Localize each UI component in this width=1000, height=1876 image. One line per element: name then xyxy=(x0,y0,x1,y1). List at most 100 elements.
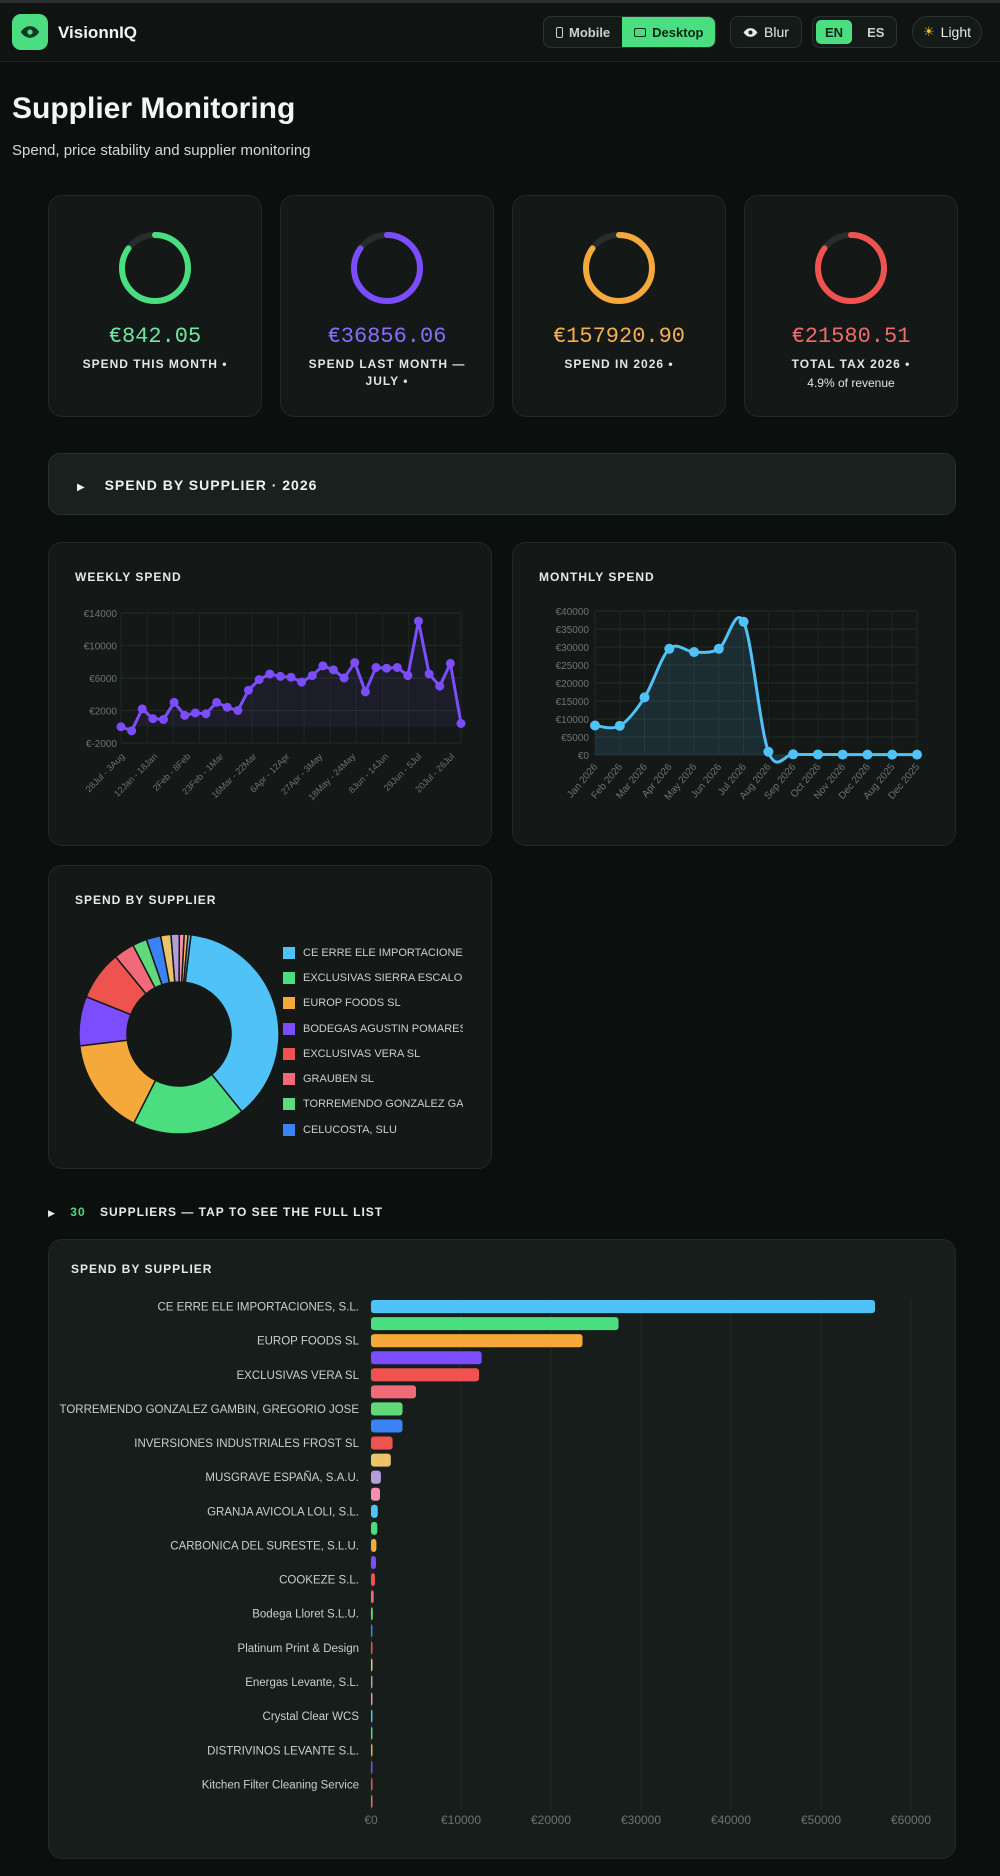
legend-item[interactable]: TORREMENDO GONZALEZ GAMBIN xyxy=(283,1092,463,1117)
supplier-donut-card: SPEND BY SUPPLIER CE ERRE ELE IMPORTACIO… xyxy=(48,865,492,1169)
bar xyxy=(371,1726,373,1740)
data-point xyxy=(137,704,147,714)
y-tick-label: €25000 xyxy=(556,661,590,672)
bar-label: EUROP FOODS SL xyxy=(257,1336,360,1348)
spend-by-supplier-collapse[interactable]: ▶ SPEND BY SUPPLIER · 2026 xyxy=(48,453,956,515)
top-bar: VisionnIQ Mobile Desktop Blur EN ES ☀ Li… xyxy=(0,0,1000,62)
data-point xyxy=(254,675,264,685)
y-tick-label: €30000 xyxy=(556,643,590,654)
bar xyxy=(371,1590,374,1604)
bar xyxy=(371,1419,403,1433)
data-point xyxy=(445,658,455,668)
data-point xyxy=(297,677,307,687)
bar xyxy=(371,1300,875,1314)
view-mobile-button[interactable]: Mobile xyxy=(544,17,622,47)
data-point xyxy=(788,749,799,760)
caret-right-icon: ▶ xyxy=(77,482,86,493)
x-tick-label: €10000 xyxy=(441,1813,481,1827)
legend-item[interactable]: EXCLUSIVAS VERA SL xyxy=(283,1041,463,1066)
y-tick-label: €10000 xyxy=(84,642,118,653)
data-point xyxy=(180,710,190,720)
supplier-donut-chart xyxy=(78,933,280,1135)
legend-item[interactable]: EUROP FOODS SL xyxy=(283,991,463,1016)
bar-label: DISTRIVINOS LEVANTE S.L. xyxy=(207,1745,359,1757)
legend-item[interactable]: CELUCOSTA, SLU xyxy=(283,1117,463,1142)
y-tick-label: €2000 xyxy=(89,707,117,718)
data-point xyxy=(414,616,423,626)
legend-item[interactable]: BODEGAS AGUSTIN POMARES xyxy=(283,1016,463,1041)
lang-es-button[interactable]: ES xyxy=(867,24,885,40)
theme-toggle-button[interactable]: ☀ Light xyxy=(912,16,983,48)
legend-swatch xyxy=(283,971,295,984)
data-point xyxy=(318,661,328,671)
data-point xyxy=(222,702,232,712)
y-tick-label: €40000 xyxy=(556,607,590,618)
suppliers-list-toggle[interactable]: ▶ 30 SUPPLIERS — TAP TO SEE THE FULL LIS… xyxy=(48,1205,383,1219)
donut-slice xyxy=(184,933,280,1113)
legend-label: CE ERRE ELE IMPORTACIONES xyxy=(303,946,463,959)
legend-item[interactable]: EXCLUSIVAS SIERRA ESCALON xyxy=(283,965,463,990)
view-desktop-button[interactable]: Desktop xyxy=(622,17,716,47)
legend-label: EXCLUSIVAS SIERRA ESCALON xyxy=(303,971,463,984)
data-point xyxy=(590,720,600,731)
bar xyxy=(371,1487,380,1501)
supplier-bar-chart: €0 €10000 €20000 €30000 €40000 €50000 €60000 CE… xyxy=(60,1298,931,1827)
progress-ring xyxy=(119,232,191,304)
data-point xyxy=(339,673,349,683)
kpi-card-spend-year[interactable]: €157920.90 SPEND IN 2026 • xyxy=(512,195,726,417)
bar xyxy=(371,1573,376,1587)
legend-swatch xyxy=(283,997,295,1010)
kpi-card-spend-this-month[interactable]: €842.05 SPEND THIS MONTH • xyxy=(48,195,262,417)
bar xyxy=(371,1675,373,1689)
kpi-sub: 4.9% of revenue xyxy=(807,376,895,390)
bar-label: Bodega Lloret S.L.U. xyxy=(252,1609,359,1621)
bar-label: Kitchen Filter Cleaning Service xyxy=(202,1779,359,1791)
legend-item[interactable]: CE ERRE ELE IMPORTACIONES xyxy=(283,940,463,965)
legend-swatch xyxy=(283,1073,295,1086)
kpi-value: €157920.90 xyxy=(552,324,686,349)
x-tick-label: €40000 xyxy=(711,1813,751,1827)
view-mobile-label: Mobile xyxy=(569,24,611,40)
app-title: VisionnIQ xyxy=(58,23,138,42)
data-point xyxy=(713,643,724,654)
data-point xyxy=(307,671,317,681)
bar xyxy=(371,1402,403,1416)
bar xyxy=(371,1641,373,1655)
data-point xyxy=(738,616,749,627)
data-point xyxy=(424,669,434,679)
y-tick-label: €15000 xyxy=(556,697,590,708)
data-point xyxy=(912,749,922,760)
blur-button[interactable]: Blur xyxy=(730,16,802,48)
bar-label: CARBONICA DEL SURESTE, S.L.U. xyxy=(170,1540,359,1552)
data-point xyxy=(887,749,898,760)
kpi-card-total-tax[interactable]: €21580.51 TOTAL TAX 2026 • 4.9% of reven… xyxy=(744,195,958,417)
kpi-card-spend-last-month[interactable]: €36856.06 SPEND LAST MONTH — JULY • xyxy=(280,195,494,417)
data-point xyxy=(148,714,158,724)
kpi-value: €21580.51 xyxy=(791,324,911,349)
data-point xyxy=(275,671,285,681)
legend-swatch xyxy=(283,1047,295,1060)
y-tick-label: €-2000 xyxy=(86,739,118,750)
x-tick-label: €50000 xyxy=(801,1813,841,1827)
legend-label: EXCLUSIVAS VERA SL xyxy=(303,1047,421,1060)
data-point xyxy=(664,643,675,654)
bar xyxy=(371,1556,376,1570)
bar xyxy=(371,1368,479,1382)
legend-item[interactable]: GRAUBEN SL xyxy=(283,1066,463,1091)
bar-label: MUSGRAVE ESPAÑA, S.A.U. xyxy=(205,1471,359,1484)
bar xyxy=(371,1709,373,1723)
lang-en-button[interactable]: EN xyxy=(816,20,853,44)
logo[interactable] xyxy=(12,14,48,50)
bar xyxy=(371,1743,373,1757)
y-tick-label: €5000 xyxy=(561,733,589,744)
sun-icon: ☀ xyxy=(923,24,935,39)
data-point xyxy=(639,692,650,703)
data-point xyxy=(614,720,625,731)
bar-label: Platinum Print & Design xyxy=(238,1643,359,1655)
monitor-icon xyxy=(634,27,647,37)
bar xyxy=(371,1351,482,1365)
data-point xyxy=(350,658,360,668)
data-point xyxy=(837,749,848,760)
x-tick-label: €30000 xyxy=(621,1813,661,1827)
